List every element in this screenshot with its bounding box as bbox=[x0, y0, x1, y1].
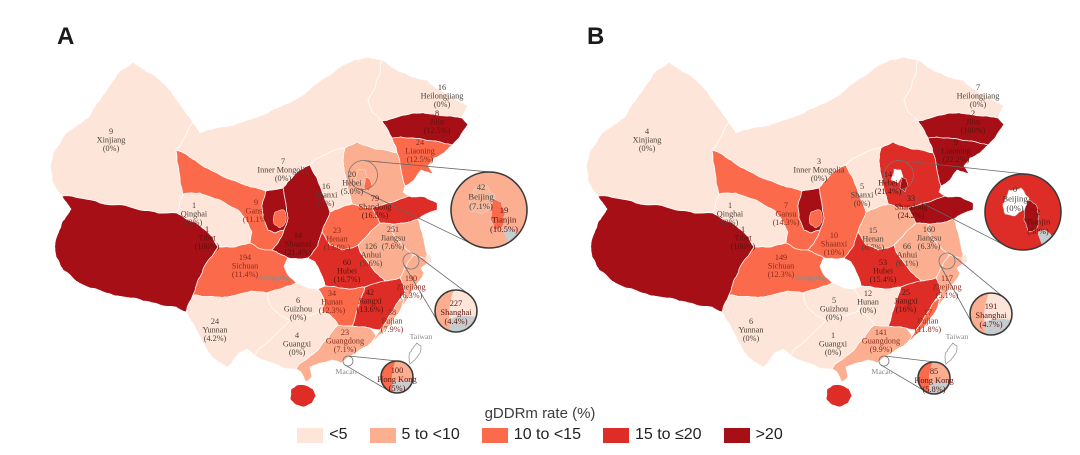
svg-text:Taiwan: Taiwan bbox=[410, 332, 433, 341]
svg-text:Macao: Macao bbox=[871, 367, 892, 376]
svg-text:Taiwan: Taiwan bbox=[946, 332, 969, 341]
svg-text:Macao: Macao bbox=[335, 367, 356, 376]
svg-text:Chongqing: Chongqing bbox=[791, 273, 826, 282]
svg-text:Chongqing: Chongqing bbox=[255, 273, 290, 282]
